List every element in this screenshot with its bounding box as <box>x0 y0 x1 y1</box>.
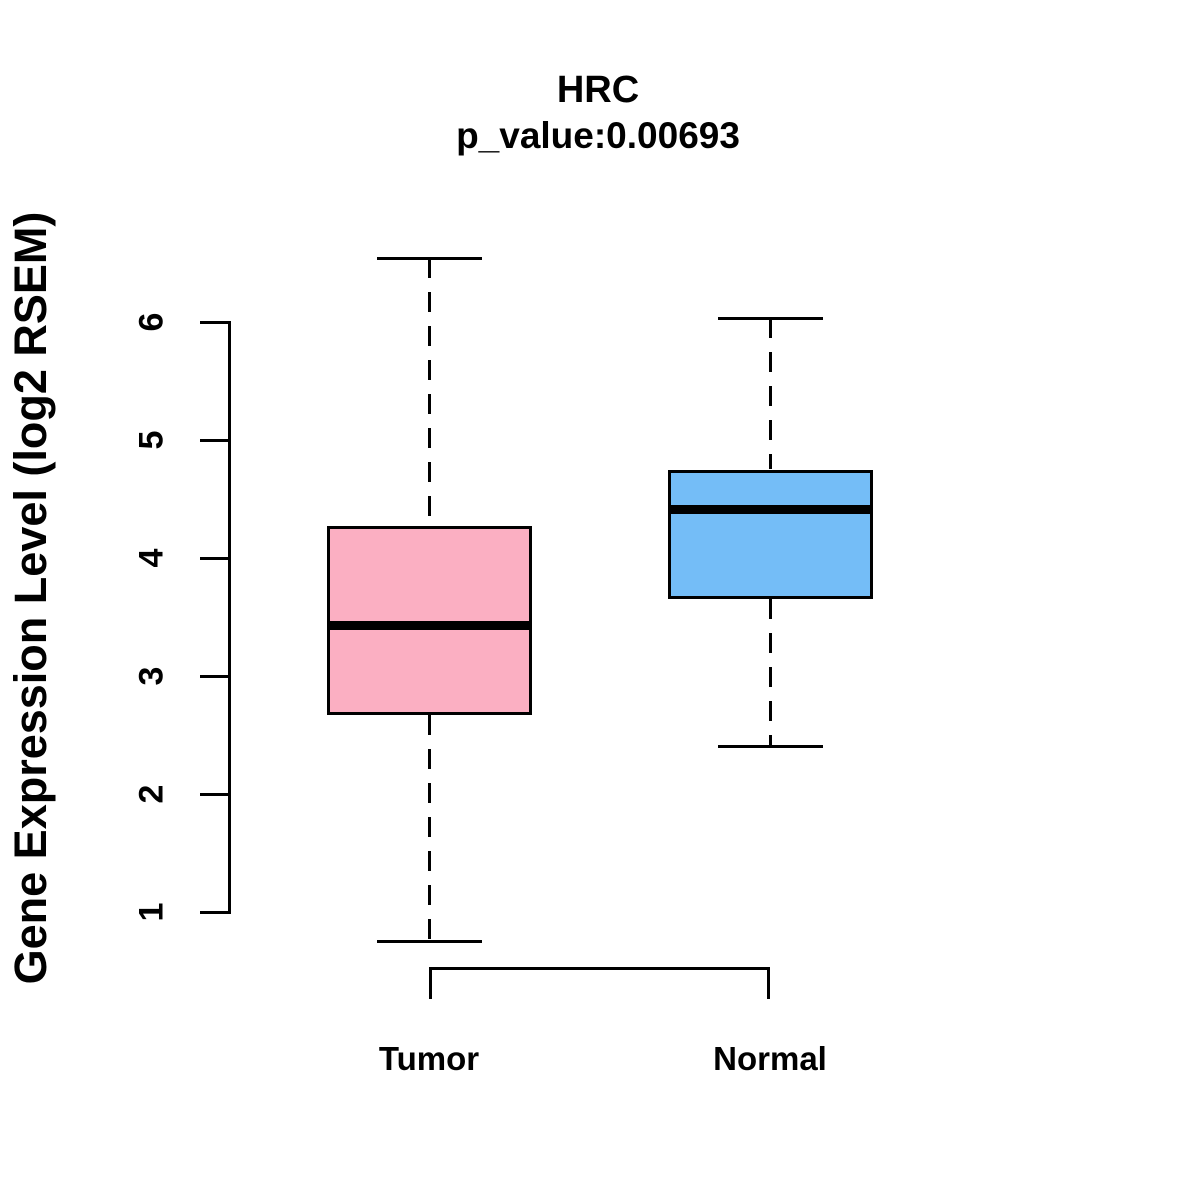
x-axis-label-tumor: Tumor <box>378 1040 480 1077</box>
y-axis-label: Gene Expression Level (log2 RSEM) <box>5 211 56 985</box>
whisker-line-top-tumor <box>427 258 431 527</box>
y-axis-tick-label: 4 <box>132 548 171 568</box>
median-tumor <box>326 620 532 630</box>
x-bracket-right-drop <box>767 966 770 999</box>
y-axis-tick <box>200 674 231 678</box>
y-axis-tick-label: 5 <box>132 430 171 450</box>
y-axis-tick <box>200 910 231 914</box>
whisker-cap-bottom-normal <box>717 745 823 749</box>
box-tumor <box>326 526 532 715</box>
y-axis-tick <box>200 438 231 442</box>
whisker-line-bottom-tumor <box>427 714 431 942</box>
x-axis-label-normal: Normal <box>713 1040 827 1077</box>
y-axis-tick-label: 2 <box>132 784 171 804</box>
y-axis-tick-label: 1 <box>132 902 171 922</box>
x-bracket-left-drop <box>429 966 432 999</box>
y-axis-tick <box>200 556 231 560</box>
y-axis-tick <box>200 320 231 324</box>
box-normal <box>667 469 873 600</box>
whisker-line-top-normal <box>768 318 772 470</box>
median-normal <box>667 505 873 515</box>
x-bracket-line <box>429 966 770 970</box>
y-axis-tick <box>200 792 231 796</box>
whisker-cap-bottom-tumor <box>376 940 482 943</box>
chart-subtitle: p_value:0.00693 <box>456 115 740 156</box>
chart-title: HRC <box>556 69 640 111</box>
y-axis-tick-label: 6 <box>132 312 171 332</box>
y-axis-line <box>228 320 231 914</box>
y-axis-tick-label: 3 <box>132 666 171 686</box>
whisker-line-bottom-normal <box>768 599 772 747</box>
